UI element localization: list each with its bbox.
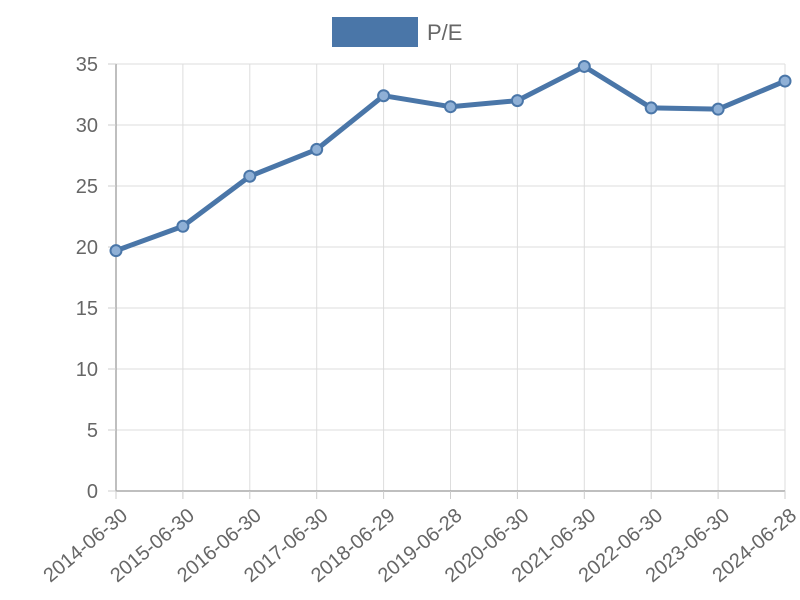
legend-label-pe: P/E <box>427 20 462 45</box>
y-tick-label: 0 <box>87 481 98 503</box>
grid <box>116 63 786 491</box>
data-point[interactable] <box>711 102 725 116</box>
y-tick-label: 10 <box>76 359 98 381</box>
legend[interactable]: P/E <box>332 17 462 47</box>
y-axis-ticks: 0 5 10 15 20 25 30 35 <box>76 54 116 503</box>
data-point[interactable] <box>109 244 123 258</box>
data-point[interactable] <box>310 142 324 156</box>
data-point[interactable] <box>444 100 457 114</box>
series-pe <box>109 59 792 258</box>
x-axis-ticks: 2014-06-302015-06-302016-06-302017-06-30… <box>39 491 800 587</box>
data-point[interactable] <box>176 219 190 233</box>
y-tick-label: 30 <box>76 115 98 137</box>
y-tick-label: 15 <box>76 298 98 320</box>
data-point[interactable] <box>510 94 524 108</box>
data-point[interactable] <box>778 74 792 88</box>
data-point[interactable] <box>644 101 658 115</box>
data-point[interactable] <box>243 169 257 183</box>
legend-swatch <box>332 17 418 47</box>
y-tick-label: 25 <box>76 176 98 198</box>
y-tick-label: 20 <box>76 237 98 259</box>
data-point[interactable] <box>577 59 591 73</box>
y-tick-label: 35 <box>76 54 98 76</box>
y-tick-label: 5 <box>87 420 98 442</box>
data-point[interactable] <box>377 89 391 103</box>
